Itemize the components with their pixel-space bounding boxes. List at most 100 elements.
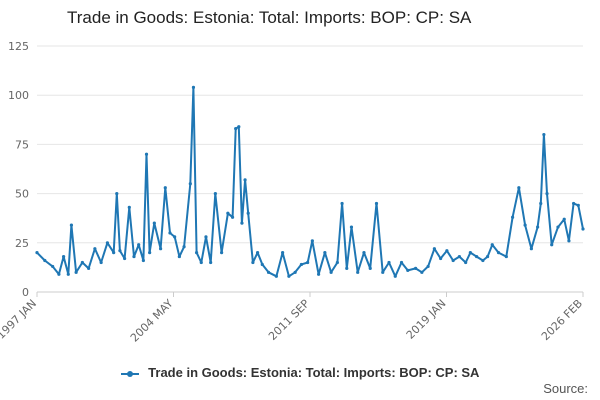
data-point[interactable]: [335, 260, 339, 265]
data-point[interactable]: [510, 215, 515, 219]
data-point[interactable]: [545, 192, 549, 196]
data-point[interactable]: [323, 251, 327, 255]
data-point[interactable]: [87, 266, 91, 270]
data-point[interactable]: [374, 201, 379, 206]
data-point[interactable]: [572, 201, 576, 206]
data-point[interactable]: [158, 247, 163, 251]
data-point[interactable]: [274, 274, 278, 278]
data-point[interactable]: [464, 260, 468, 265]
data-point[interactable]: [127, 205, 131, 209]
data-point[interactable]: [237, 125, 241, 129]
data-point[interactable]: [177, 254, 181, 259]
data-point[interactable]: [529, 247, 533, 251]
data-point[interactable]: [310, 239, 314, 243]
data-point[interactable]: [251, 260, 255, 265]
data-point[interactable]: [243, 178, 247, 182]
data-point[interactable]: [496, 251, 501, 255]
data-point[interactable]: [317, 272, 321, 276]
data-point[interactable]: [439, 256, 443, 261]
data-point[interactable]: [329, 270, 333, 274]
data-point[interactable]: [287, 274, 291, 278]
data-point[interactable]: [61, 254, 66, 259]
data-point[interactable]: [481, 258, 485, 263]
data-point[interactable]: [468, 251, 472, 255]
data-point[interactable]: [356, 270, 360, 274]
data-point[interactable]: [504, 254, 508, 259]
data-point[interactable]: [188, 182, 192, 186]
data-point[interactable]: [173, 235, 177, 239]
data-point[interactable]: [115, 192, 119, 196]
data-point[interactable]: [191, 85, 196, 89]
data-point[interactable]: [281, 251, 285, 255]
data-point[interactable]: [118, 249, 122, 253]
data-point[interactable]: [69, 223, 74, 227]
data-point[interactable]: [432, 247, 436, 251]
data-point[interactable]: [387, 260, 391, 265]
data-point[interactable]: [576, 203, 580, 208]
data-point[interactable]: [406, 268, 410, 272]
data-point[interactable]: [340, 201, 344, 206]
data-point[interactable]: [112, 251, 116, 255]
data-point[interactable]: [132, 254, 136, 259]
data-point[interactable]: [255, 251, 260, 255]
data-point[interactable]: [393, 274, 397, 278]
data-point[interactable]: [152, 221, 156, 225]
data-point[interactable]: [581, 227, 585, 231]
data-point[interactable]: [539, 201, 543, 206]
data-point[interactable]: [168, 231, 172, 235]
data-point[interactable]: [426, 264, 430, 269]
data-point[interactable]: [144, 152, 149, 156]
data-point[interactable]: [542, 132, 546, 137]
data-point[interactable]: [266, 270, 271, 274]
data-point[interactable]: [451, 258, 455, 263]
data-point[interactable]: [345, 266, 349, 270]
data-point[interactable]: [93, 247, 97, 251]
data-point[interactable]: [368, 266, 372, 270]
data-point[interactable]: [35, 251, 39, 255]
data-point[interactable]: [51, 264, 55, 269]
data-point[interactable]: [381, 270, 385, 274]
data-point[interactable]: [550, 243, 554, 247]
data-point[interactable]: [306, 260, 310, 265]
data-point[interactable]: [99, 260, 103, 265]
data-point[interactable]: [137, 243, 141, 247]
data-point[interactable]: [230, 215, 235, 219]
chart-legend[interactable]: Trade in Goods: Estonia: Total: Imports:…: [0, 365, 600, 380]
data-point[interactable]: [399, 260, 404, 265]
data-point[interactable]: [199, 260, 203, 265]
data-point[interactable]: [414, 266, 418, 270]
data-point[interactable]: [475, 254, 479, 259]
data-point[interactable]: [556, 225, 560, 229]
data-point[interactable]: [240, 221, 244, 225]
data-point[interactable]: [523, 223, 527, 227]
data-point[interactable]: [260, 262, 264, 267]
data-point[interactable]: [445, 249, 449, 253]
data-point[interactable]: [485, 254, 490, 259]
data-point[interactable]: [567, 239, 571, 243]
data-point[interactable]: [80, 260, 84, 265]
data-point[interactable]: [213, 192, 217, 196]
data-point[interactable]: [562, 217, 566, 221]
data-point[interactable]: [74, 270, 78, 274]
data-point[interactable]: [163, 186, 167, 190]
data-point[interactable]: [209, 260, 213, 265]
data-point[interactable]: [457, 254, 462, 259]
data-point[interactable]: [246, 211, 250, 215]
data-point[interactable]: [536, 225, 540, 229]
data-point[interactable]: [204, 235, 208, 239]
data-point[interactable]: [105, 241, 110, 245]
data-point[interactable]: [148, 251, 152, 255]
data-point[interactable]: [517, 186, 521, 190]
data-point[interactable]: [194, 251, 199, 255]
data-point[interactable]: [362, 251, 366, 255]
data-point[interactable]: [349, 225, 354, 229]
data-point[interactable]: [182, 245, 186, 249]
data-point[interactable]: [57, 272, 61, 276]
data-point[interactable]: [293, 270, 297, 274]
data-point[interactable]: [299, 262, 303, 267]
data-point[interactable]: [420, 270, 424, 274]
data-point[interactable]: [226, 211, 230, 215]
data-point[interactable]: [234, 127, 238, 131]
data-point[interactable]: [123, 256, 127, 261]
data-point[interactable]: [141, 258, 145, 263]
